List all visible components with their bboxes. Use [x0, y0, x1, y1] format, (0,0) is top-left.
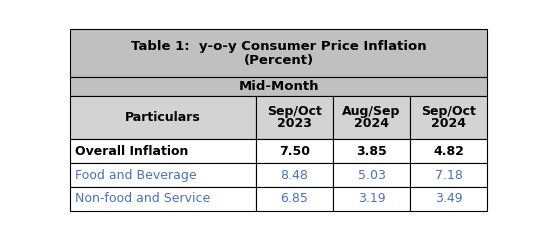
- Text: Sep/Oct: Sep/Oct: [267, 104, 322, 118]
- Bar: [333, 139, 410, 163]
- Text: Food and Beverage: Food and Beverage: [75, 169, 197, 182]
- Bar: [70, 163, 256, 187]
- Bar: [70, 30, 487, 77]
- Text: 2024: 2024: [431, 117, 466, 130]
- Bar: [256, 187, 333, 211]
- Text: Particulars: Particulars: [125, 111, 201, 124]
- Text: 2024: 2024: [354, 117, 389, 130]
- Bar: [410, 139, 487, 163]
- Text: 7.50: 7.50: [279, 145, 310, 158]
- Bar: [333, 187, 410, 211]
- Text: Overall Inflation: Overall Inflation: [75, 145, 189, 158]
- Text: 4.82: 4.82: [434, 145, 464, 158]
- Bar: [70, 96, 256, 139]
- Text: Table 1:  y-o-y Consumer Price Inflation: Table 1: y-o-y Consumer Price Inflation: [131, 40, 426, 53]
- Bar: [410, 187, 487, 211]
- Text: (Percent): (Percent): [244, 54, 314, 67]
- Text: 5.03: 5.03: [357, 169, 386, 182]
- Text: Sep/Oct: Sep/Oct: [422, 104, 477, 118]
- Bar: [70, 187, 256, 211]
- Text: 8.48: 8.48: [280, 169, 308, 182]
- Bar: [70, 77, 487, 96]
- Text: 6.85: 6.85: [280, 193, 308, 205]
- Bar: [410, 96, 487, 139]
- Text: 7.18: 7.18: [435, 169, 463, 182]
- Bar: [333, 163, 410, 187]
- Bar: [256, 163, 333, 187]
- Text: 3.85: 3.85: [356, 145, 387, 158]
- Text: 2023: 2023: [277, 117, 312, 130]
- Text: 3.19: 3.19: [358, 193, 385, 205]
- Text: Non-food and Service: Non-food and Service: [75, 193, 211, 205]
- Text: Mid-Month: Mid-Month: [239, 80, 319, 93]
- Text: 3.49: 3.49: [435, 193, 462, 205]
- Text: Aug/Sep: Aug/Sep: [342, 104, 401, 118]
- Bar: [256, 96, 333, 139]
- Bar: [410, 163, 487, 187]
- Bar: [70, 139, 256, 163]
- Bar: [333, 96, 410, 139]
- Bar: [256, 139, 333, 163]
